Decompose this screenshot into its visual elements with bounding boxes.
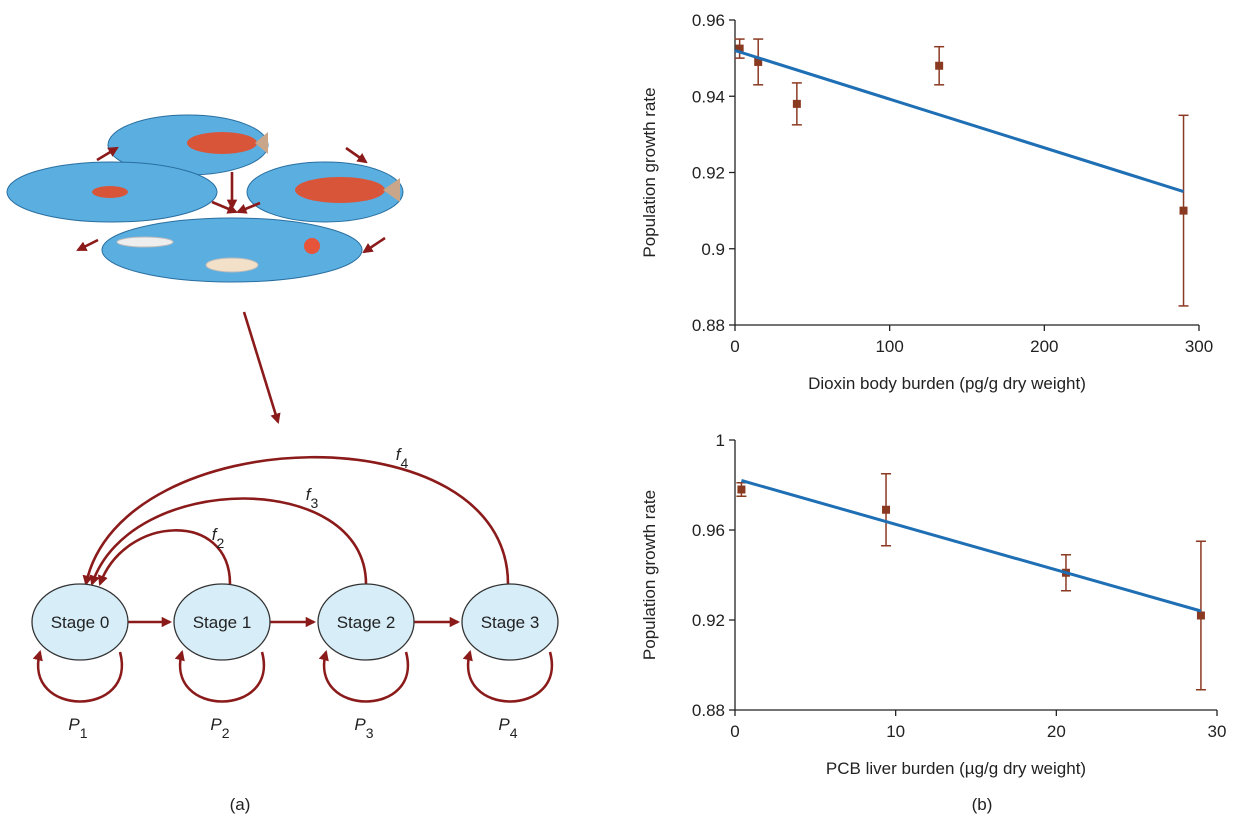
y-axis-label: Population growth rate xyxy=(640,490,659,660)
x-tick-label: 20 xyxy=(1047,722,1066,741)
fecundity-label: f3 xyxy=(306,485,319,511)
arrow xyxy=(345,146,368,164)
panel-label: (a) xyxy=(230,795,251,814)
y-tick-label: 0.92 xyxy=(692,164,725,183)
subscript: 3 xyxy=(310,495,318,511)
subscript: 3 xyxy=(366,725,374,741)
x-axis-label: PCB liver burden (µg/g dry weight) xyxy=(826,759,1086,778)
point xyxy=(792,99,801,108)
y-axis-label: Population growth rate xyxy=(640,87,659,257)
larva xyxy=(116,236,174,248)
x-tick-label: 100 xyxy=(875,337,903,356)
stage-label: Stage 2 xyxy=(337,613,396,632)
stage-label: Stage 0 xyxy=(51,613,110,632)
survival-label: P3 xyxy=(354,715,373,741)
y-tick-label: 0.9 xyxy=(701,240,725,259)
life-cycle-illustration xyxy=(6,114,404,424)
panel-label: (b) xyxy=(972,795,993,814)
arrow xyxy=(236,201,261,214)
stage-node xyxy=(461,583,559,661)
self-loop xyxy=(174,649,266,703)
pond xyxy=(101,217,363,283)
y-tick-label: 0.88 xyxy=(692,316,725,335)
symbol: f xyxy=(212,525,219,544)
self-loop xyxy=(318,649,410,703)
x-tick-label: 30 xyxy=(1208,722,1227,741)
arrow xyxy=(89,497,368,586)
arrow xyxy=(242,311,281,424)
arrow xyxy=(362,236,386,254)
symbol: P xyxy=(498,715,510,734)
fit-line xyxy=(734,49,1184,193)
stage-node xyxy=(173,583,271,661)
egg xyxy=(304,238,320,254)
stage-node xyxy=(317,583,415,661)
symbol: P xyxy=(68,715,80,734)
self-loop xyxy=(462,649,554,703)
fit-line xyxy=(741,479,1202,613)
subscript: 2 xyxy=(222,725,230,741)
arrow xyxy=(97,529,232,586)
symbol: f xyxy=(396,445,403,464)
point xyxy=(754,57,763,66)
fish-tail xyxy=(383,178,400,202)
subscript: 4 xyxy=(400,455,408,471)
y-tick-label: 0.92 xyxy=(692,611,725,630)
survival-label: P4 xyxy=(498,715,517,741)
larva xyxy=(205,257,259,273)
symbol: f xyxy=(306,485,313,504)
symbol: P xyxy=(210,715,222,734)
point xyxy=(1179,206,1188,215)
self-loop xyxy=(32,649,124,703)
fish-tail xyxy=(255,132,268,154)
y-tick-label: 0.96 xyxy=(692,521,725,540)
fecundity-label: f2 xyxy=(212,525,225,551)
x-tick-label: 200 xyxy=(1030,337,1058,356)
subscript: 4 xyxy=(510,725,518,741)
arrow xyxy=(211,200,238,214)
y-tick-label: 0.94 xyxy=(692,87,725,106)
x-tick-label: 0 xyxy=(730,722,739,741)
x-tick-label: 10 xyxy=(886,722,905,741)
point xyxy=(735,44,744,53)
y-tick-label: 0.96 xyxy=(692,11,725,30)
stage-label: Stage 3 xyxy=(481,613,540,632)
point xyxy=(1196,611,1205,620)
subscript: 1 xyxy=(80,725,88,741)
y-tick-label: 0.88 xyxy=(692,701,725,720)
x-tick-label: 0 xyxy=(730,337,739,356)
symbol: P xyxy=(354,715,366,734)
arrow xyxy=(82,455,510,587)
fish xyxy=(295,177,385,203)
fish xyxy=(92,186,128,198)
survival-label: P2 xyxy=(210,715,229,741)
y-tick-label: 1 xyxy=(716,431,725,450)
point xyxy=(882,505,891,514)
stage-diagram xyxy=(82,455,510,628)
x-tick-label: 300 xyxy=(1185,337,1213,356)
stage-node xyxy=(31,583,129,661)
survival-label: P1 xyxy=(68,715,87,741)
arrow xyxy=(76,238,99,252)
fish xyxy=(187,132,257,154)
point xyxy=(935,61,944,70)
x-axis-label: Dioxin body burden (pg/g dry weight) xyxy=(808,374,1086,393)
arrow xyxy=(96,146,119,162)
fecundity-label: f4 xyxy=(396,445,409,471)
point xyxy=(737,485,746,494)
stage-label: Stage 1 xyxy=(193,613,252,632)
subscript: 2 xyxy=(216,535,224,551)
